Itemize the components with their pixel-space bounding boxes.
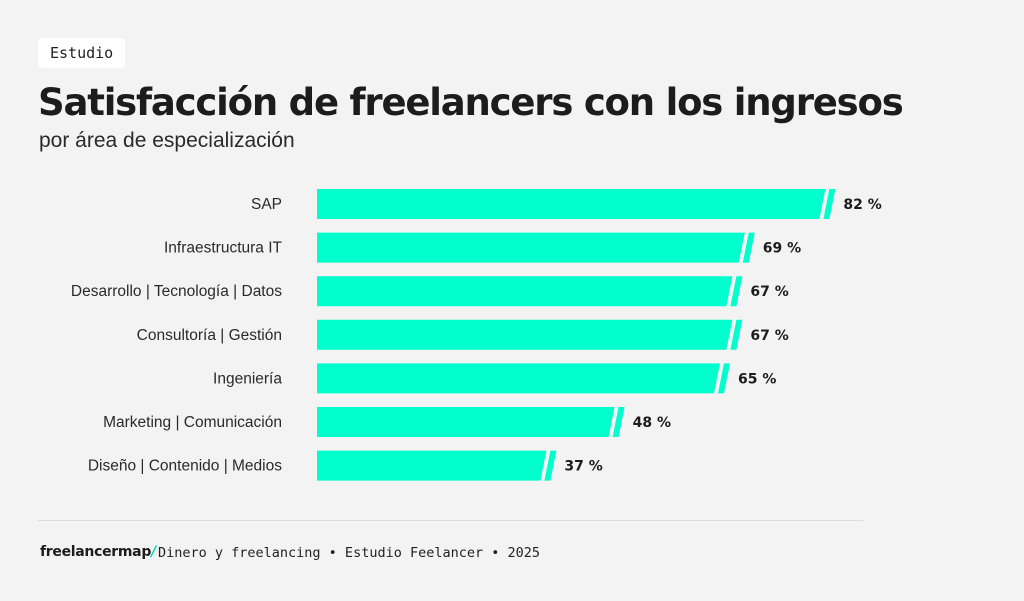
study-tag: Estudio [38,38,126,68]
bar-slash-accent [544,450,557,481]
bar [317,319,733,350]
bar [317,407,615,437]
bar-slash-accent [718,363,730,394]
category-label: Desarrollo | Tecnología | Datos [71,283,282,300]
bar [317,450,547,481]
brand-name: freelancermap [40,544,152,560]
bar-slash-accent [742,232,755,263]
value-label: 69 % [763,241,801,257]
bar [317,363,720,394]
category-label: Infraestructura IT [164,240,283,257]
bar-slash-accent [730,276,743,307]
bar-slash-accent [730,319,743,350]
value-label: 65 % [738,371,776,387]
chart-title: Satisfacción de freelancers con los ingr… [38,81,904,124]
value-label: 37 % [564,459,602,475]
category-label: Consultoría | Gestión [137,327,282,344]
brand-slash-mark: / [151,544,156,560]
bar-slash-accent [612,407,625,437]
chart-subtitle: por área de especialización [39,129,295,152]
bar-slash-accent [823,189,836,219]
value-label: 67 % [750,284,788,300]
brand-logo: freelancermap/ [40,544,156,560]
value-label: 67 % [750,328,788,344]
bar [317,232,745,263]
category-label: Marketing | Comunicación [103,414,282,431]
category-label: Diseño | Contenido | Medios [88,458,282,475]
bar [317,189,826,219]
footer-divider [38,520,863,521]
category-label: Ingeniería [213,370,282,387]
value-label: 82 % [843,197,881,213]
category-label: SAP [251,196,282,213]
footer-caption: Dinero y freelancing • Estudio Feelancer… [158,545,541,561]
value-label: 48 % [633,415,671,431]
bar [317,276,733,307]
